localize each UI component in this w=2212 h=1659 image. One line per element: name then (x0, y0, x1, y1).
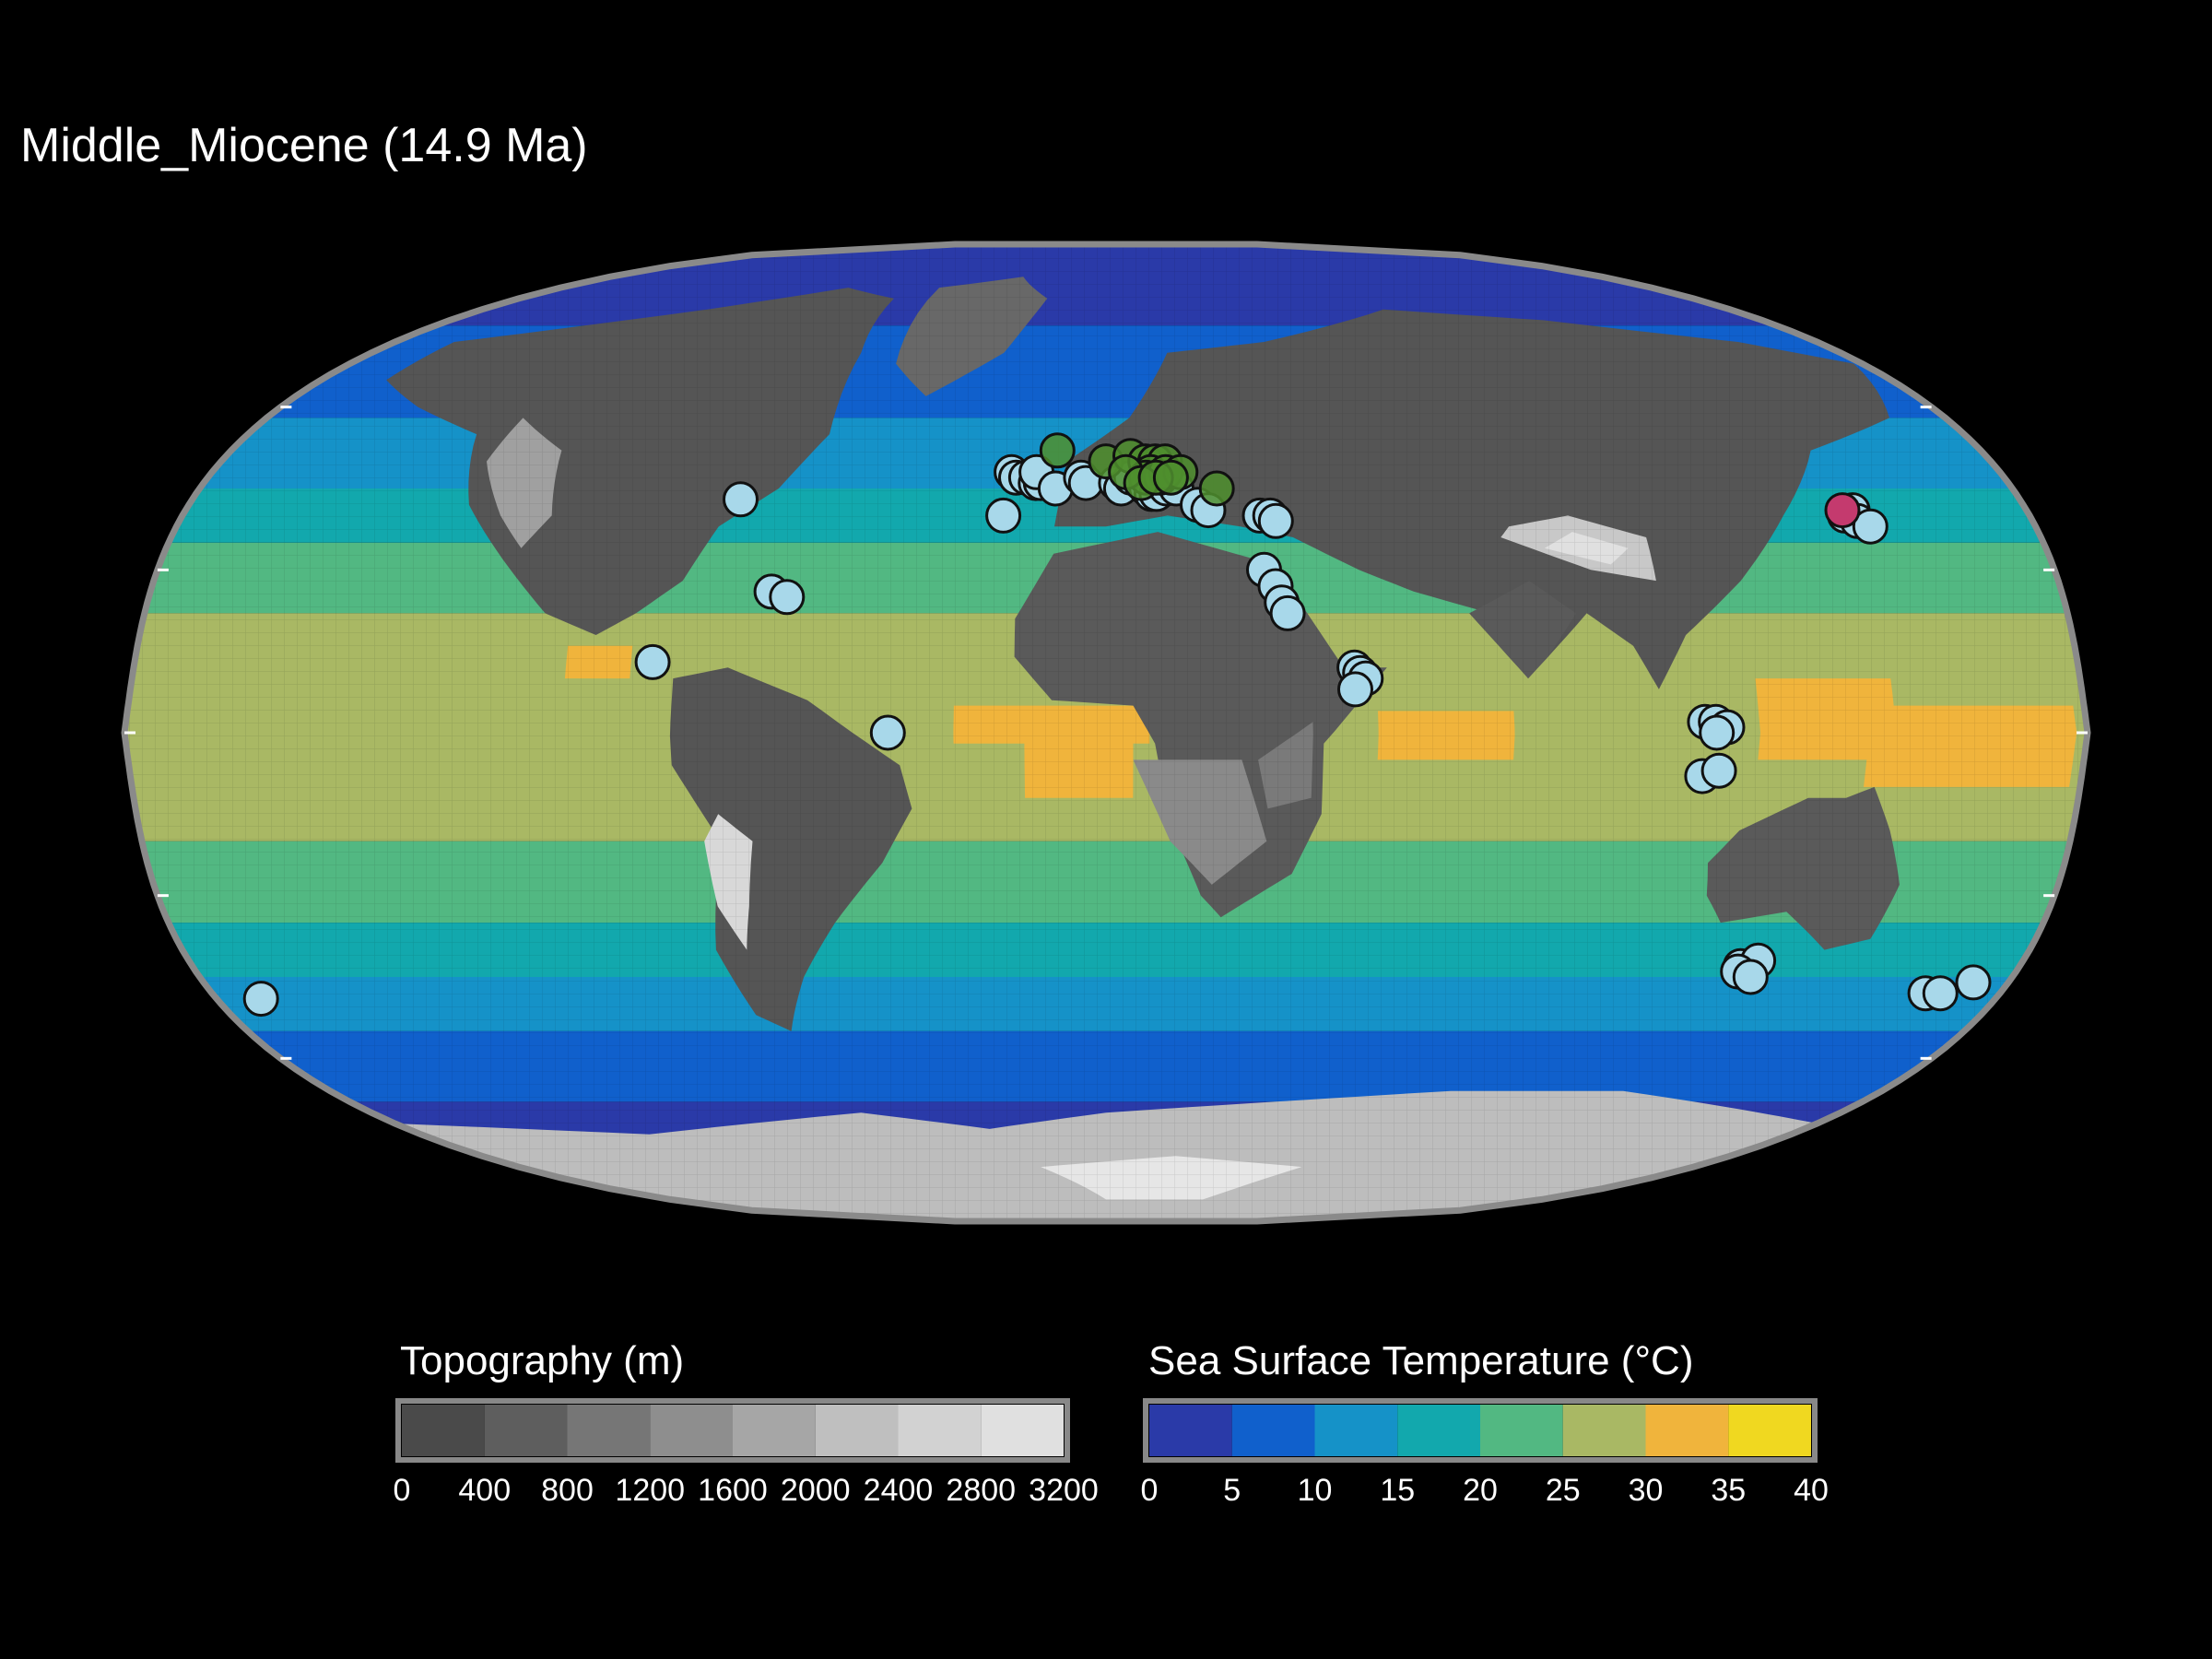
colorbar-swatch (402, 1405, 485, 1456)
colorbar-frame (395, 1398, 1070, 1463)
proxy-site-light (1700, 752, 1737, 789)
colorbar-tick-label: 2400 (863, 1473, 934, 1508)
sst-legend-title: Sea Surface Temperature (°C) (1148, 1338, 1694, 1383)
colorbar-swatch (1562, 1405, 1646, 1456)
proxy-site-light (634, 643, 671, 680)
proxy-site-light (869, 714, 906, 751)
colorbar-tick-label: 0 (393, 1473, 411, 1508)
colorbar-swatch (1645, 1405, 1729, 1456)
colorbar-tick-label: 30 (1628, 1473, 1664, 1508)
colorbar-tick-label: 3200 (1029, 1473, 1099, 1508)
colorbar-swatch (1149, 1405, 1232, 1456)
proxy-site-light (1257, 502, 1294, 539)
proxy-site-light (1699, 714, 1735, 751)
colorbar-tick-label: 400 (458, 1473, 512, 1508)
map-title: Middle_Miocene (14.9 Ma) (20, 119, 588, 172)
topography-legend-title: Topography (m) (400, 1338, 685, 1383)
colorbar-swatch (650, 1405, 733, 1456)
colorbar-tick-label: 15 (1380, 1473, 1416, 1508)
colorbar-tick-label: 2000 (780, 1473, 851, 1508)
colorbar-swatch (1231, 1405, 1315, 1456)
colorbar-swatch (1480, 1405, 1563, 1456)
proxy-sites-layer (242, 432, 1992, 1018)
colorbar-tick-label: 2800 (946, 1473, 1017, 1508)
proxy-site-light (1955, 964, 1992, 1001)
colorbar-swatch (484, 1405, 568, 1456)
colorbar-tick-label: 40 (1794, 1473, 1829, 1508)
colorbar-swatch (567, 1405, 651, 1456)
proxy-site-green (1152, 459, 1189, 496)
globe-outline (121, 241, 2091, 1225)
colorbar-swatch (1314, 1405, 1398, 1456)
colorbar-swatch (815, 1405, 899, 1456)
colorbar-swatch (1728, 1405, 1811, 1456)
colorbar-tick-label: 5 (1223, 1473, 1241, 1508)
proxy-site-light (1852, 508, 1888, 545)
colorbar-tick-label: 1200 (615, 1473, 686, 1508)
proxy-site-light (769, 579, 806, 616)
colorbar-tick-label: 0 (1140, 1473, 1159, 1508)
colorbar-swatch (981, 1405, 1064, 1456)
proxy-site-light (1732, 959, 1769, 995)
colorbar-tick-label: 10 (1297, 1473, 1333, 1508)
colorbar-swatch (1397, 1405, 1480, 1456)
proxy-site-light (723, 481, 759, 518)
colorbar-tick-label: 800 (541, 1473, 594, 1508)
proxy-site-pink (1824, 492, 1861, 529)
colorbar-tick-label: 1600 (698, 1473, 768, 1508)
proxy-site-light (985, 497, 1022, 534)
colorbar-swatch (898, 1405, 982, 1456)
proxy-site-light (1922, 975, 1959, 1012)
colorbar-tick-label: 35 (1711, 1473, 1747, 1508)
colorbar-tick-label: 20 (1463, 1473, 1498, 1508)
proxy-site-light (1337, 671, 1373, 708)
proxy-site-green (1039, 432, 1076, 469)
colorbar-tick-label: 25 (1545, 1473, 1581, 1508)
colorbar-swatch (733, 1405, 816, 1456)
proxy-site-green (1198, 470, 1235, 507)
edge-ticks (124, 406, 2088, 1060)
proxy-site-light (1269, 594, 1306, 631)
colorbar-frame (1143, 1398, 1818, 1463)
proxy-site-light (242, 981, 279, 1018)
